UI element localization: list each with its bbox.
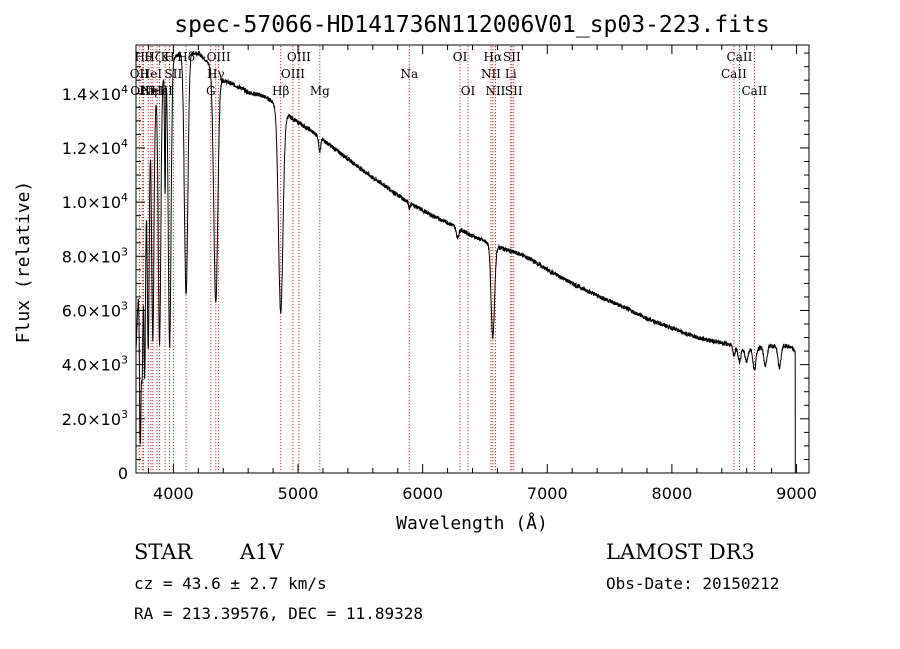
y-axis-label: Flux (relative) — [13, 181, 34, 344]
y-tick-label: 1.0×104 — [62, 191, 128, 212]
redshift-velocity: cz = 43.6 ± 2.7 km/s — [134, 574, 327, 593]
line-marker-label: NII — [485, 84, 505, 98]
x-tick-label: 8000 — [652, 484, 693, 503]
y-tick-label: 8.0×103 — [62, 245, 128, 266]
line-marker-label: Li — [505, 67, 517, 81]
y-tick-mantissa: 8.0×10 — [62, 247, 121, 266]
line-marker-label: Hε — [151, 84, 168, 98]
line-marker-label: OII — [130, 67, 150, 81]
y-tick-exponent: 3 — [121, 354, 128, 367]
observation-date: Obs-Date: 20150212 — [606, 574, 780, 593]
y-tick-mantissa: 0 — [118, 464, 128, 483]
x-tick-label: 9000 — [776, 484, 817, 503]
y-tick-label: 6.0×103 — [62, 299, 128, 320]
y-tick-exponent: 3 — [121, 245, 128, 258]
line-marker-label: CaII — [727, 50, 753, 64]
x-tick-label: 4000 — [153, 484, 194, 503]
line-marker-label: CaII — [741, 84, 767, 98]
y-tick-mantissa: 1.0×10 — [62, 193, 121, 212]
line-marker-label: OIII — [207, 50, 231, 64]
line-marker-labels: OIIOIIIHθHηHeIHζNeIIIHεKHSIIHδGHγOIIIHβO… — [130, 50, 768, 98]
y-tick-exponent: 3 — [121, 299, 128, 312]
y-tick-label: 2.0×103 — [62, 408, 128, 429]
spectrum-line — [135, 50, 796, 474]
x-axis-label: Wavelength (Å) — [396, 512, 548, 534]
y-tick-label: 1.2×104 — [62, 137, 128, 158]
y-tick-mantissa: 1.2×10 — [62, 139, 121, 158]
object-subclass: A1V — [240, 540, 284, 564]
line-marker-label: SII — [503, 50, 521, 64]
line-marker-label: Mg — [310, 84, 330, 98]
line-marker-label: HeI — [140, 67, 163, 81]
y-tick-mantissa: 6.0×10 — [62, 301, 121, 320]
y-tick-mantissa: 1.4×10 — [62, 85, 121, 104]
y-tick-exponent: 4 — [121, 137, 128, 150]
line-marker-label: NeIII — [141, 84, 173, 98]
line-marker-label: OIII — [281, 67, 305, 81]
line-marker-label: OIII — [287, 50, 311, 64]
line-marker-label: SII — [165, 67, 183, 81]
y-tick-exponent: 4 — [121, 83, 128, 96]
y-tick-exponent: 3 — [121, 408, 128, 421]
y-tick-label: 4.0×103 — [62, 354, 128, 375]
chart-title: spec-57066-HD141736N112006V01_sp03-223.f… — [174, 12, 769, 38]
x-tick-label: 7000 — [527, 484, 568, 503]
y-tick-mantissa: 2.0×10 — [62, 410, 121, 429]
x-tick-label: 5000 — [278, 484, 319, 503]
line-marker-label: SII — [505, 84, 523, 98]
line-marker-label: Na — [400, 67, 418, 81]
line-marker-label: NII — [481, 67, 501, 81]
line-marker-label: Hβ — [272, 84, 289, 98]
line-marker-label: Hη — [139, 84, 157, 98]
object-class: STAR — [134, 540, 193, 564]
axis-ticks — [136, 45, 809, 474]
line-marker-label: G — [206, 84, 216, 98]
survey-name: LAMOST DR3 — [606, 540, 755, 564]
y-tick-exponent: 4 — [121, 191, 128, 204]
line-markers — [138, 46, 755, 472]
y-tick-label: 0 — [118, 464, 128, 483]
line-marker-label: Hγ — [207, 67, 225, 81]
line-marker-label: OI — [461, 84, 476, 98]
x-tick-label: 6000 — [402, 484, 443, 503]
ra-dec-coordinates: RA = 213.39576, DEC = 11.89328 — [134, 604, 423, 623]
line-marker-label: H — [164, 50, 174, 64]
line-marker-label: Hα — [484, 50, 503, 64]
line-marker-label: OI — [453, 50, 468, 64]
line-marker-label: Hζ — [144, 50, 161, 64]
y-tick-labels: 02.0×1034.0×1036.0×1038.0×1031.0×1041.2×… — [62, 83, 128, 483]
y-tick-mantissa: 4.0×10 — [62, 356, 121, 375]
line-marker-label: CaII — [721, 67, 747, 81]
plot-frame — [135, 44, 810, 474]
x-tick-labels: 4000 5000 6000 7000 8000 9000 — [153, 484, 817, 503]
line-marker-label: K — [161, 50, 171, 64]
y-tick-label: 1.4×104 — [62, 83, 128, 104]
